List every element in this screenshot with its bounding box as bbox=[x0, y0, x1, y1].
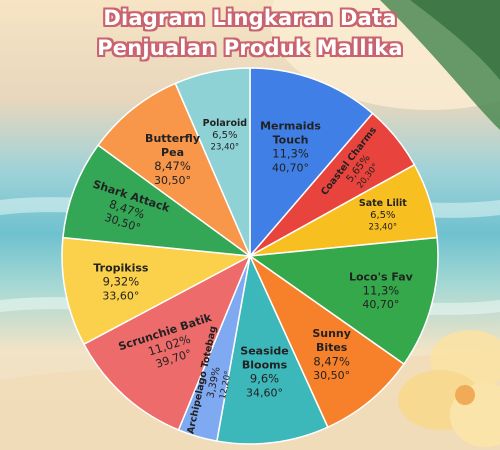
slice-degrees: 40,70° bbox=[362, 298, 399, 311]
slice-percent: 6,5% bbox=[370, 210, 395, 221]
slice-degrees: 23,40° bbox=[211, 142, 240, 152]
slice-degrees: 40,70° bbox=[272, 162, 309, 175]
pie-slice-loco-s-fav bbox=[247, 236, 439, 366]
slice-name: Pea bbox=[161, 146, 184, 159]
slice-percent: 8,47% bbox=[313, 354, 350, 368]
slice-name: Blooms bbox=[242, 359, 288, 372]
chart-title-line-1: Diagram Lingkaran Data bbox=[103, 6, 397, 30]
slice-name: Bites bbox=[316, 341, 348, 354]
slice-percent: 8,47% bbox=[154, 159, 191, 173]
slice-name: Butterfly bbox=[145, 132, 200, 145]
slice-degrees: 33,60° bbox=[102, 289, 139, 302]
pie-slice-butterfly-pea bbox=[97, 82, 252, 259]
slice-percent: 11,3% bbox=[363, 283, 400, 297]
slice-degrees: 34,60° bbox=[246, 387, 283, 400]
slice-degrees: 30,50° bbox=[154, 174, 191, 187]
slice-name: Loco's Fav bbox=[349, 270, 414, 283]
slice-name: Sate Lilit bbox=[359, 198, 407, 209]
pie-slice-mermaids-touch bbox=[249, 67, 374, 259]
pie-slice-tropikiss bbox=[61, 236, 253, 346]
slice-degrees: 23,40° bbox=[369, 223, 398, 233]
slice-name: Polaroid bbox=[203, 118, 247, 129]
pie-slice-shark-attack bbox=[62, 144, 253, 258]
slice-percent: 9,6% bbox=[250, 372, 279, 386]
slice-name: Touch bbox=[273, 134, 309, 147]
slice-name: Mermaids bbox=[260, 120, 321, 133]
pie-slice-polaroid bbox=[174, 67, 251, 257]
chart-title-line-2: Penjualan Produk Mallika bbox=[97, 36, 403, 60]
pie-slice-seaside-blooms bbox=[216, 253, 329, 445]
slice-percent: 6,5% bbox=[212, 130, 237, 141]
slice-percent: 11,3% bbox=[272, 147, 309, 161]
slice-percent: 9,32% bbox=[103, 275, 140, 289]
slice-name: Tropikiss bbox=[93, 261, 149, 274]
pie-slice-sunny-bites bbox=[248, 253, 405, 429]
slice-name: Sunny bbox=[312, 327, 351, 340]
slice-degrees: 30,50° bbox=[313, 369, 350, 382]
pie-slice-scrunchie-batik bbox=[82, 254, 252, 431]
slice-name: Seaside bbox=[240, 345, 288, 358]
